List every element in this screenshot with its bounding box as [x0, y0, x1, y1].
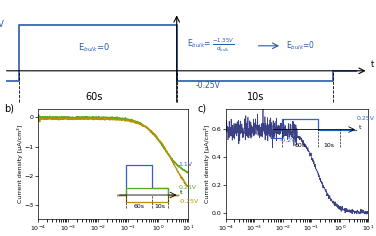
Text: 0.25V: 0.25V	[357, 116, 375, 121]
Text: 10s: 10s	[323, 143, 334, 148]
Text: -0.2V: -0.2V	[280, 138, 296, 143]
Text: 0.25V: 0.25V	[179, 185, 197, 190]
Text: E$_{bulk}$= $\frac{-1.35V}{d_{bulk}}$: E$_{bulk}$= $\frac{-1.35V}{d_{bulk}}$	[187, 37, 234, 55]
Text: t: t	[370, 60, 374, 69]
Text: 10s: 10s	[247, 92, 264, 102]
Text: -0.25V: -0.25V	[179, 199, 199, 204]
Text: b): b)	[5, 103, 15, 113]
Text: c): c)	[197, 103, 206, 113]
Text: E$_{bulk}$=0: E$_{bulk}$=0	[286, 40, 315, 52]
Text: -0.25V: -0.25V	[196, 81, 220, 90]
Text: 60s: 60s	[294, 143, 305, 148]
Text: 1.1V: 1.1V	[179, 162, 193, 167]
Y-axis label: Current density [μA/cm²]: Current density [μA/cm²]	[204, 125, 210, 203]
Text: t: t	[359, 125, 362, 130]
Text: 60s: 60s	[133, 204, 145, 209]
Text: 10s: 10s	[155, 204, 165, 209]
Text: 60s: 60s	[85, 92, 103, 102]
Text: t: t	[180, 190, 183, 195]
Y-axis label: Current density [μA/cm²]: Current density [μA/cm²]	[17, 125, 23, 203]
Text: 1.1V: 1.1V	[0, 21, 4, 30]
Text: E$_{bulk}$=0: E$_{bulk}$=0	[78, 42, 110, 54]
